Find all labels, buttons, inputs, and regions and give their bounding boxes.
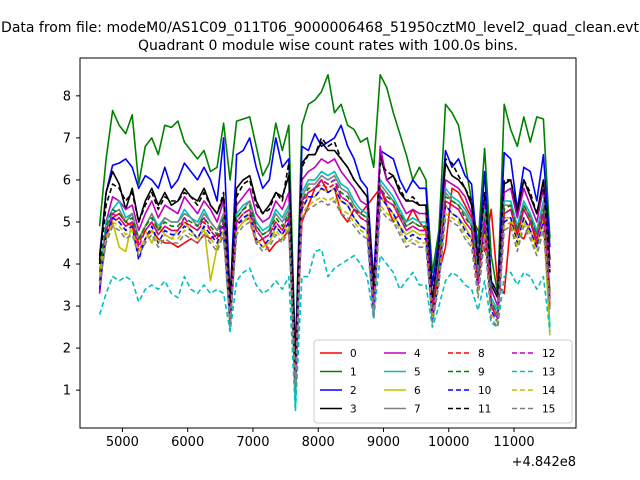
y-tick-label: 6 (63, 173, 71, 188)
y-tick-label: 4 (63, 258, 71, 273)
x-tick-label: 10000 (428, 435, 469, 450)
legend-label-15: 15 (542, 404, 555, 416)
series-line-15 (98, 200, 551, 392)
series-line-2 (98, 124, 551, 362)
series-line-11 (98, 137, 551, 370)
x-offset-label: +4.842e8 (512, 455, 576, 470)
legend-box (313, 339, 573, 424)
legend-label-12: 12 (542, 348, 555, 360)
legend-label-6: 6 (414, 385, 421, 397)
legend-label-14: 14 (542, 385, 556, 397)
legend-label-10: 10 (478, 385, 491, 397)
legend-label-7: 7 (414, 404, 421, 416)
series-line-8 (98, 183, 551, 379)
x-tick-label: 8000 (302, 435, 335, 450)
legend-label-1: 1 (350, 367, 357, 379)
series-line-3 (98, 141, 551, 366)
y-tick-label: 5 (63, 215, 71, 230)
legend-label-2: 2 (350, 385, 357, 397)
y-tick-label: 3 (63, 300, 71, 315)
legend-label-3: 3 (350, 404, 357, 416)
legend-label-9: 9 (478, 367, 485, 379)
chart-title: Quadrant 0 module wise count rates with … (138, 38, 518, 54)
y-axis: 1 2 3 4 5 6 7 8 (63, 89, 80, 399)
series-layer (98, 74, 551, 413)
y-tick-label: 7 (63, 131, 71, 146)
series-line-13 (98, 248, 551, 413)
x-tick-label: 11000 (493, 435, 534, 450)
y-tick-label: 2 (63, 342, 71, 357)
y-tick-label: 8 (63, 89, 71, 104)
x-tick-label: 5000 (106, 435, 139, 450)
plot-frame (79, 57, 577, 429)
series-line-4 (98, 145, 551, 375)
x-tick-label: 7000 (236, 435, 269, 450)
x-axis: 5000 6000 7000 8000 9000 10000 11000 (106, 428, 535, 450)
x-tick-label: 6000 (171, 435, 204, 450)
series-line-10 (98, 187, 551, 387)
legend-label-0: 0 (350, 348, 357, 360)
legend-label-13: 13 (542, 367, 555, 379)
x-tick-label: 9000 (367, 435, 400, 450)
series-line-12 (98, 179, 551, 383)
chart-suptitle: Data from file: modeM0/AS1C09_011T06_900… (1, 20, 639, 36)
legend-label-11: 11 (478, 404, 491, 416)
legend-label-4: 4 (414, 348, 421, 360)
legend-label-8: 8 (478, 348, 485, 360)
legend-label-5: 5 (414, 367, 421, 379)
y-tick-label: 1 (63, 384, 71, 399)
